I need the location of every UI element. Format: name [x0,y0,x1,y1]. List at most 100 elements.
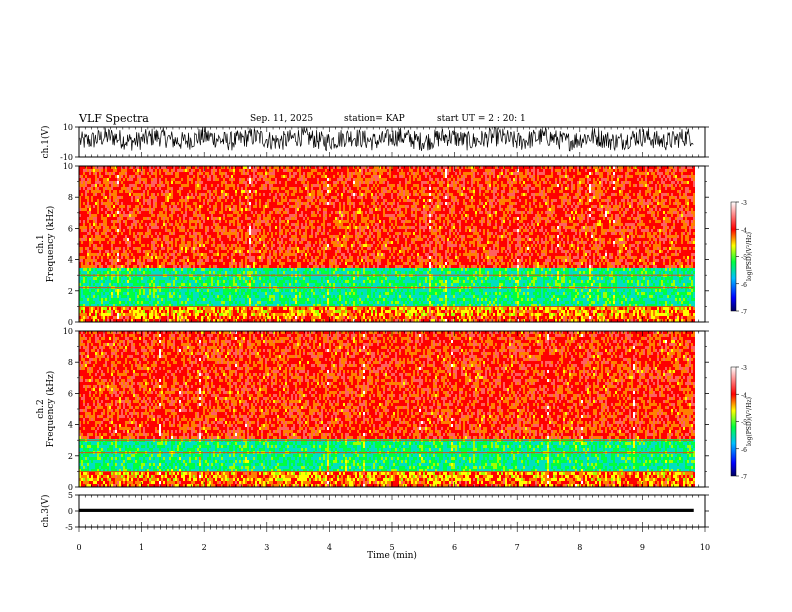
spectrogram-cell [233,310,235,313]
spectrogram-cell [177,241,179,244]
spectrogram-cell [205,199,207,202]
spectrogram-cell [149,298,151,301]
spectrogram-cell [117,265,119,268]
spectrogram-cell [107,280,109,283]
spectrogram-cell [211,283,213,286]
spectrogram-cell [229,298,231,301]
spectrogram-cell [261,280,263,283]
spectrogram-cell [199,175,201,178]
spectrogram-cell [145,301,147,304]
spectrogram-cell [153,307,155,310]
spectrogram-cell [177,250,179,253]
spectrogram-cell [117,232,119,235]
spectrogram-cell [155,277,157,280]
spectrogram-cell [199,283,201,286]
spectrogram-cell [91,283,93,286]
spectrogram-cell [179,313,181,316]
spectrogram-cell [107,226,109,229]
spectrogram-cell [99,289,101,292]
spectrogram-cell [151,277,153,280]
spectrogram-cell [179,250,181,253]
spectrogram-cell [247,280,249,283]
spectrogram-cell [131,265,133,268]
spectrogram-cell [221,205,223,208]
spectrogram-cell [83,193,85,196]
spectrogram-cell [181,208,183,211]
spectrogram-cell [167,178,169,181]
spectrogram-cell [155,208,157,211]
spectrogram-cell [89,181,91,184]
spectrogram-cell [105,199,107,202]
spectrogram-cell [209,220,211,223]
spectrogram-cell [239,199,241,202]
spectrogram-cell [177,190,179,193]
spectrogram-cell [245,190,247,193]
spectrogram-cell [193,253,195,256]
spectrogram-cell [109,175,111,178]
spectrogram-cell [185,190,187,193]
spectrogram-cell [187,187,189,190]
spectrogram-cell [251,193,253,196]
spectrogram-cell [233,265,235,268]
spectrogram-cell [167,244,169,247]
spectrogram-cell [209,310,211,313]
spectrogram-cell [195,217,197,220]
spectrogram-cell [129,169,131,172]
spectrogram-cell [159,223,161,226]
spectrogram-cell [163,232,165,235]
spectrogram-cell [221,220,223,223]
spectrogram-cell [201,262,203,265]
spectrogram-cell [163,196,165,199]
spectrogram-cell [161,175,163,178]
spectrogram-cell [229,283,231,286]
spectrogram-cell [205,196,207,199]
spectrogram-cell [231,310,233,313]
spectrogram-cell [105,310,107,313]
spectrogram-cell [261,217,263,220]
spectrogram-cell [165,235,167,238]
spectrogram-cell [101,310,103,313]
spectrogram-cell [99,169,101,172]
spectrogram-cell [135,310,137,313]
spectrogram-cell [259,187,261,190]
spectrogram-cell [243,295,245,298]
spectrogram-cell [177,232,179,235]
spectrogram-cell [93,229,95,232]
spectrogram-cell [197,265,199,268]
spectrogram-cell [143,169,145,172]
spectrogram-cell [125,265,127,268]
spectrogram-cell [195,223,197,226]
spectrogram-cell [159,238,161,241]
spectrogram-cell [215,277,217,280]
spectrogram-cell [185,253,187,256]
spectrogram-cell [147,250,149,253]
spectrogram-cell [119,295,121,298]
spectrogram-cell [199,184,201,187]
spectrogram-cell [119,280,121,283]
spectrogram-cell [129,190,131,193]
spectrogram-cell [125,244,127,247]
spectrogram-cell [95,205,97,208]
spectrogram-cell [129,310,131,313]
spectrogram-cell [107,217,109,220]
spectrogram-cell [161,214,163,217]
spectrogram-cell [247,277,249,280]
spectrogram-cell [175,271,177,274]
spectrogram-cell [95,310,97,313]
spectrogram-cell [261,256,263,259]
spectrogram-cell [255,223,257,226]
spectrogram-cell [181,211,183,214]
spectrogram-cell [91,316,93,319]
spectrogram-cell [87,310,89,313]
spectrogram-cell [95,238,97,241]
spectrogram-cell [253,250,255,253]
spectrogram-cell [189,202,191,205]
spectrogram-cell [83,214,85,217]
spectrogram-cell [187,244,189,247]
spectrogram-cell [253,226,255,229]
spectrogram-cell [137,283,139,286]
spectrogram-cell [151,253,153,256]
spectrogram-cell [189,316,191,319]
spectrogram-cell [91,220,93,223]
spectrogram-cell [115,208,117,211]
